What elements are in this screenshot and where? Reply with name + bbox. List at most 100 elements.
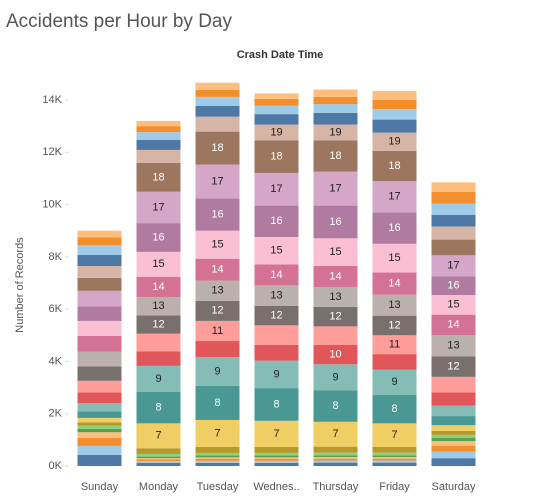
segment-label: 18 xyxy=(152,171,164,183)
bar-segment xyxy=(195,386,240,420)
bar-segment xyxy=(313,364,358,391)
bar-segment xyxy=(372,354,417,370)
bar-segment xyxy=(77,320,122,336)
bar-segment xyxy=(372,446,417,453)
bar-segment xyxy=(254,325,299,345)
bar-segment xyxy=(136,297,181,316)
segment-label: 15 xyxy=(270,245,282,257)
y-tick-label: 6K xyxy=(49,303,63,315)
bar-segment xyxy=(372,99,417,110)
bar-segment xyxy=(136,149,181,164)
bar-segment xyxy=(77,255,122,267)
bar-segment xyxy=(313,457,358,459)
bar-segment xyxy=(195,89,240,97)
bar-segment xyxy=(313,452,358,456)
x-tick-label: Sunday xyxy=(81,481,119,493)
bar-segment xyxy=(372,460,417,463)
bar-segment xyxy=(372,455,417,458)
bar-segment xyxy=(313,446,358,453)
bar-segment xyxy=(431,451,476,459)
bar-segment xyxy=(431,430,476,435)
segment-label: 9 xyxy=(332,371,338,383)
segment-label: 19 xyxy=(329,126,341,138)
bar-segment xyxy=(254,457,299,459)
bar-segment xyxy=(254,420,299,447)
bar-segment xyxy=(372,150,417,182)
bar-segment xyxy=(136,132,181,140)
bar-segment xyxy=(136,163,181,192)
bar-segment xyxy=(136,139,181,150)
bar-segment xyxy=(431,335,476,357)
bar-segment xyxy=(372,457,417,459)
bar-segment xyxy=(136,458,181,460)
bar-segment xyxy=(195,105,240,117)
y-tick-label: 8K xyxy=(49,251,63,263)
segment-label: 14 xyxy=(211,264,223,276)
bar-segment xyxy=(372,369,417,395)
bar-segment xyxy=(195,258,240,281)
bar-segment xyxy=(431,192,476,204)
segment-label: 7 xyxy=(332,428,338,440)
bar-segment xyxy=(254,172,299,206)
y-tick-label: 10K xyxy=(42,198,62,210)
bar-segment xyxy=(77,425,122,429)
bar-segment xyxy=(254,462,299,466)
bar-segment xyxy=(254,458,299,461)
segment-label: 8 xyxy=(332,400,338,412)
bar-segment xyxy=(431,445,476,452)
bar-segment xyxy=(77,245,122,256)
bar-segment xyxy=(77,266,122,278)
bar-segment xyxy=(313,344,358,365)
bar-segment xyxy=(313,390,358,422)
x-tick-label: Saturday xyxy=(431,481,476,493)
bar-segment xyxy=(431,392,476,406)
bar-segment xyxy=(372,119,417,133)
bar-segment xyxy=(195,419,240,447)
segment-label: 16 xyxy=(329,216,341,228)
bar-segment xyxy=(136,459,181,462)
bar-segment xyxy=(313,265,358,288)
bar-segment xyxy=(313,460,358,463)
bar-segment xyxy=(313,238,358,266)
bar-segment xyxy=(136,315,181,334)
y-tick-label: 0K xyxy=(49,460,63,472)
bar-segment xyxy=(431,416,476,426)
bar-segment xyxy=(254,124,299,141)
segment-label: 8 xyxy=(214,397,220,409)
bar-segment xyxy=(136,461,181,463)
bar-segment xyxy=(195,460,240,463)
bar-segment xyxy=(254,93,299,99)
bar-segment xyxy=(195,280,240,301)
bar-segment xyxy=(431,239,476,256)
bar-segment xyxy=(254,305,299,326)
bar-segment xyxy=(313,89,358,97)
segment-label: 7 xyxy=(155,430,161,442)
bar-segment xyxy=(431,405,476,417)
bar-segment xyxy=(136,120,181,127)
bar-segment xyxy=(195,96,240,106)
bar-segment xyxy=(77,380,122,393)
segment-label: 14 xyxy=(447,319,459,331)
segment-label: 12 xyxy=(270,309,282,321)
bar-segment xyxy=(136,351,181,366)
bar-segment xyxy=(431,441,476,446)
bar-segment xyxy=(195,82,240,90)
bar-segment xyxy=(195,230,240,259)
bar-segment xyxy=(431,255,476,277)
bar-segment xyxy=(372,212,417,244)
bar-segment xyxy=(313,112,358,125)
bar-segment xyxy=(313,140,358,172)
bar-segment xyxy=(77,230,122,238)
bar-segment xyxy=(254,236,299,265)
bar-segment xyxy=(77,306,122,321)
bar-segment xyxy=(431,276,476,296)
segment-label: 13 xyxy=(388,299,400,311)
bar-segment xyxy=(313,205,358,239)
bar-segment xyxy=(77,366,122,381)
bar-segment xyxy=(195,458,240,461)
segment-label: 18 xyxy=(211,142,223,154)
bar-segment xyxy=(254,460,299,463)
bar-segment xyxy=(313,462,358,466)
bar-segment xyxy=(431,458,476,466)
bar-segment xyxy=(136,276,181,298)
